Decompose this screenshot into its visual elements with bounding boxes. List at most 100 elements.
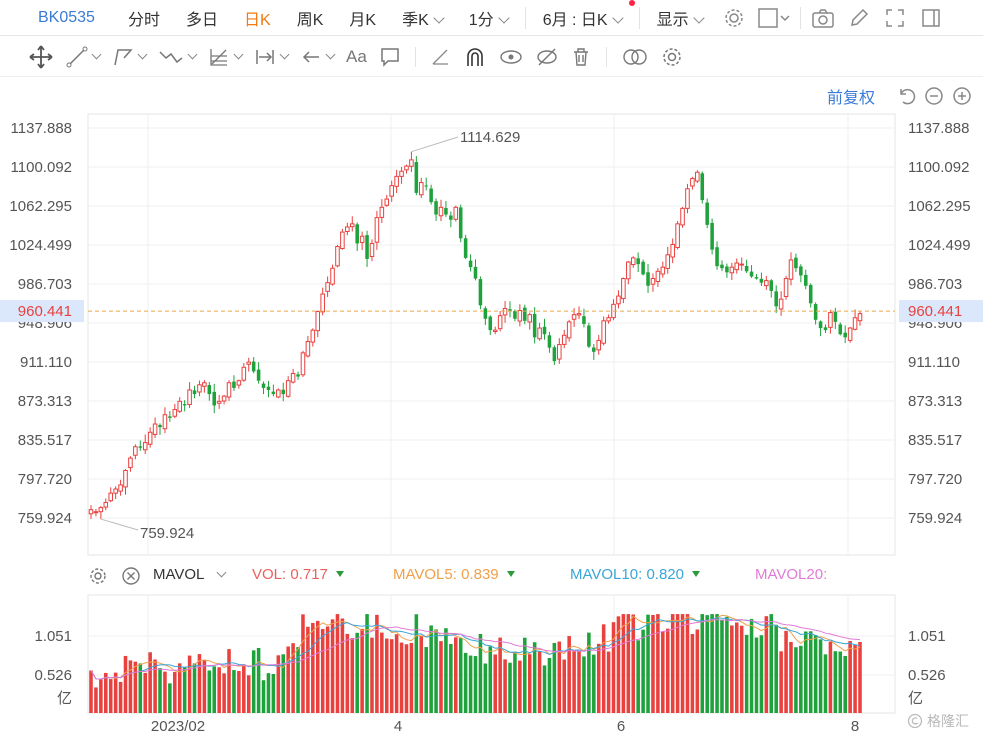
candle-body [804, 274, 808, 286]
volume-bar [685, 614, 690, 713]
panel-button[interactable] [913, 0, 949, 36]
magnet-tool[interactable] [458, 37, 492, 77]
line-tool[interactable] [60, 37, 106, 77]
visibility-tool[interactable] [492, 37, 530, 77]
price-tick-label: 1137.888 [11, 120, 72, 137]
candle-body [429, 188, 433, 203]
volume-bar [315, 620, 320, 713]
volume-bar [720, 619, 724, 713]
chart-settings-tool[interactable] [655, 37, 689, 77]
move-tool[interactable] [22, 37, 60, 77]
volume-bar [424, 647, 428, 713]
candle-body [394, 175, 399, 187]
volume-bar [197, 654, 202, 713]
candle-body [158, 424, 162, 428]
volume-bar [301, 614, 305, 713]
candle-body [843, 332, 847, 338]
volume-bar [113, 672, 118, 713]
note-tool[interactable] [373, 37, 407, 77]
indicator-close-button[interactable] [121, 566, 141, 590]
candle-body [444, 207, 448, 215]
volume-bar [404, 644, 409, 713]
range-select[interactable]: 6月 : 日K [530, 0, 635, 30]
stock-code[interactable]: BK0535 [38, 8, 95, 26]
settings-button[interactable] [716, 0, 752, 36]
candle-body [838, 324, 843, 335]
indicator-settings-button[interactable] [88, 566, 108, 590]
candle-body [261, 383, 266, 388]
draw-button[interactable] [841, 0, 877, 36]
delete-tool[interactable] [564, 37, 598, 77]
candle-body [685, 188, 690, 209]
pen-tool[interactable] [424, 37, 458, 77]
display-menu[interactable]: 显示 [644, 6, 716, 30]
tab-weekly-k[interactable]: 周K [296, 11, 324, 29]
candle-body [601, 320, 606, 344]
tab-monthly-k[interactable]: 月K [349, 11, 377, 29]
text-tool[interactable]: Aa [340, 37, 373, 77]
fib-tool[interactable] [202, 37, 248, 77]
wave-tool[interactable] [152, 37, 202, 77]
candle-body [216, 400, 222, 404]
candlestick-series [88, 151, 863, 520]
tab-multi-day[interactable]: 多日 [186, 11, 219, 29]
vol-legend: VOL: 0.717 [252, 566, 344, 583]
candle-body [788, 259, 794, 280]
adjust-mode-button[interactable]: 前复权 [826, 90, 875, 107]
screenshot-button[interactable] [805, 0, 841, 36]
volume-bar [449, 643, 453, 713]
volume-tick-label: 1.051 [34, 628, 72, 645]
volume-bar [542, 665, 547, 713]
candle-body [320, 293, 325, 313]
polyline-tool[interactable] [106, 37, 152, 77]
volume-bar [661, 631, 665, 713]
tab-daily-k[interactable]: 日K [244, 11, 271, 29]
candle-body [468, 260, 473, 268]
text-tool-label: Aa [346, 46, 367, 66]
price-tick-label: 911.110 [20, 354, 72, 371]
volume-bar [523, 637, 527, 713]
volume-bar [286, 646, 290, 713]
undo-icon[interactable] [895, 85, 917, 107]
range-tool[interactable] [248, 37, 294, 77]
candle-body [93, 511, 99, 514]
price-tick-label: 1100.092 [908, 159, 969, 176]
hide-tool[interactable] [530, 37, 564, 77]
volume-tick-label: 0.526 [34, 667, 72, 684]
volume-bar [394, 634, 399, 713]
chevron-down-icon [325, 49, 336, 60]
square-dropdown-icon [757, 7, 790, 28]
indicator-select[interactable]: MAVOL [153, 566, 227, 583]
zoom-out-icon[interactable] [923, 85, 945, 107]
mavol10-line [90, 617, 861, 680]
volume-bar [434, 629, 438, 713]
candle-body [310, 329, 316, 343]
zoom-in-icon[interactable] [951, 85, 973, 107]
volume-bar [764, 616, 769, 713]
vol-label: VOL: [252, 566, 287, 583]
volume-bar [833, 651, 838, 713]
candle-body [325, 282, 330, 292]
eye-sync-icon [500, 49, 522, 64]
tab-1min[interactable]: 1分 [456, 6, 521, 30]
tab-minute[interactable]: 分时 [128, 11, 161, 29]
volume-bar [251, 650, 256, 713]
layout-button[interactable] [752, 0, 796, 36]
arrow-tool[interactable] [294, 37, 340, 77]
mavol5-legend: MAVOL5: 0.839 [393, 566, 515, 583]
volume-bar [577, 650, 581, 713]
price-tick-label: 1024.499 [9, 237, 72, 254]
candle-body [641, 261, 645, 275]
candle-body [463, 238, 468, 258]
grid-ruler-icon [210, 48, 227, 66]
notification-dot [628, 0, 635, 6]
volume-bar [636, 640, 640, 713]
comment-icon [381, 47, 399, 67]
candle-body [670, 243, 675, 258]
tab-quarterly-k[interactable]: 季K [389, 6, 456, 30]
fullscreen-button[interactable] [877, 0, 913, 36]
line-icon [66, 46, 88, 67]
compare-tool[interactable] [615, 37, 655, 77]
price-tick-label: 948.906 [18, 315, 72, 332]
